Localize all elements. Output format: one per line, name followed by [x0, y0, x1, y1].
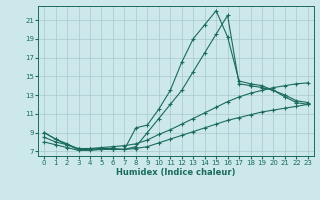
X-axis label: Humidex (Indice chaleur): Humidex (Indice chaleur): [116, 168, 236, 177]
